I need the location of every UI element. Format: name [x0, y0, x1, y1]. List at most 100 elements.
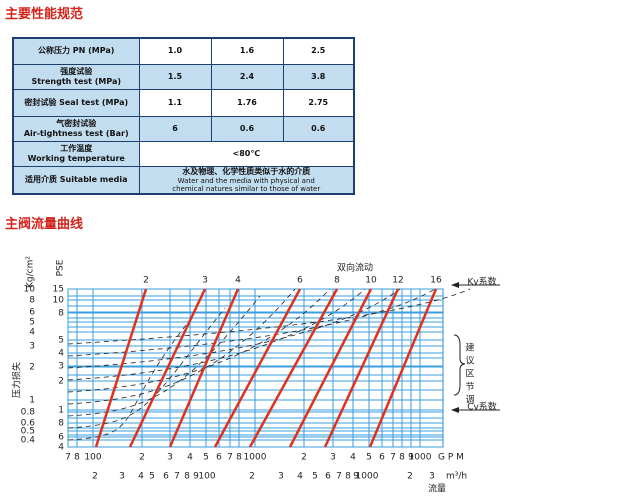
dashed-curve: [67, 307, 226, 429]
m3h-tick-label: 5: [149, 472, 155, 482]
m3h-tick-label: 3: [278, 472, 284, 482]
zone-label: 调: [465, 395, 474, 406]
value-line: Water and the media with physical and: [177, 176, 315, 185]
gpm-tick-label: 7: [227, 453, 233, 463]
m3h-tick-label: 6: [325, 472, 331, 482]
flow-line: [368, 288, 438, 448]
gpm-tick-label: 5: [366, 453, 372, 463]
table-row: 公称压力 PN (MPa) 1.0 1.6 2.5: [12, 37, 355, 65]
label-line: 适用介质 Suitable media: [24, 174, 128, 184]
value-line: 2.5: [311, 46, 326, 56]
gpm-tick-label: 1000: [409, 453, 432, 463]
kg-tick-label: 2: [29, 363, 35, 373]
dashed-curve: [67, 295, 261, 417]
kg-tick-label: 0.6: [21, 419, 36, 429]
m3h-tick-label: 7: [174, 472, 180, 482]
value-cell: 2.4: [210, 63, 284, 90]
gpm-tick-label: 7: [65, 453, 71, 463]
value-line: 0.6: [239, 123, 255, 133]
m3h-tick-label: 6: [163, 472, 169, 482]
kg-tick-label: 6: [29, 308, 35, 318]
cv-label: Cv系数: [467, 401, 497, 413]
kg-tick-label: 0.5: [21, 427, 35, 437]
kv-tick-label: 3: [202, 276, 208, 286]
gpm-tick-label: 8: [399, 453, 405, 463]
label-line: 气密封试验: [56, 118, 97, 128]
pse-tick-label: 1: [58, 406, 64, 416]
value-line: chemical natures similar to those of wat…: [172, 184, 321, 193]
section-title: 主要性能规范: [5, 7, 84, 22]
gpm-tick-label: 8: [74, 453, 80, 463]
m3h-tick-label: 2: [249, 472, 255, 482]
gpm-tick-label: 3: [167, 453, 173, 463]
gpm-tick-label: 7: [390, 453, 396, 463]
value-cell: <80℃: [138, 140, 355, 167]
value-line: 1.1: [167, 97, 183, 107]
gpm-tick-label: 6: [379, 453, 385, 463]
kv-tick-label: 6: [297, 276, 303, 286]
m3h-tick-label: 9: [193, 472, 199, 482]
value-line: <80℃: [232, 148, 261, 158]
value-cell: 2.75: [282, 88, 355, 117]
value-cell: 1.76: [210, 88, 284, 117]
dashed-curve: [67, 288, 436, 357]
zone-label: 节: [465, 382, 474, 393]
value-cell: 0.6: [210, 115, 284, 142]
pse-tick-label: 5: [58, 336, 64, 346]
m3h-unit: m³/h: [446, 472, 467, 482]
brace: [453, 334, 466, 396]
gpm-tick-label: 3: [330, 453, 336, 463]
kg-unit: Kg/cm²: [26, 256, 36, 288]
gpm-unit: G P M: [438, 453, 464, 463]
gpm-tick-label: 5: [203, 453, 209, 463]
m3h-tick-label: 8: [184, 472, 190, 482]
label-line: Working temperature: [27, 153, 125, 163]
y-axis-title: 压力损失: [11, 362, 23, 398]
gpm-tick-label: 100: [84, 453, 101, 463]
dashed-curve: [67, 319, 191, 441]
kg-tick-label: 8: [29, 296, 35, 306]
label-line: 工作温度: [60, 143, 93, 153]
kv-label: Kv系数: [467, 276, 496, 288]
pse-tick-label: 6: [58, 433, 64, 443]
value-cell: 水及物理、化学性质类似于水的介质 Water and the media with…: [138, 165, 355, 194]
kv-tick-label: 16: [430, 276, 442, 286]
pse-tick-label: 15: [53, 285, 64, 295]
flow-line: [288, 288, 373, 448]
kv-tick-label: 2: [143, 276, 149, 286]
label-line: Air-tightness test (Bar): [23, 128, 129, 138]
flow-line: [168, 288, 240, 448]
m3h-tick-label: 3: [119, 472, 125, 482]
row-label: 强度试验 Strength test (MPa): [12, 63, 140, 90]
pse-tick-label: 4: [58, 349, 64, 359]
m3h-tick-label: 7: [336, 472, 342, 482]
m3h-tick-label: 5: [312, 472, 318, 482]
value-line: 2.4: [239, 71, 255, 81]
gpm-tick-label: 4: [187, 453, 193, 463]
value-line: 3.8: [311, 71, 326, 81]
kg-tick-label: 1: [29, 396, 35, 406]
top-title: 双向流动: [337, 262, 373, 274]
pse-unit: PSE: [56, 259, 66, 276]
zone-label: 议: [465, 356, 474, 367]
section-title: 主阀流量曲线: [5, 217, 84, 232]
table-row: 工作温度 Working temperature <80℃: [12, 140, 355, 167]
kg-tick-label: 0.8: [21, 408, 36, 418]
x-axis-title: 流量: [428, 483, 446, 495]
dashed-curve: [67, 288, 366, 381]
flow-line: [94, 288, 148, 448]
pse-tick-label: 8: [58, 309, 64, 319]
value-line: 0.6: [311, 123, 326, 133]
value-cell: 2.5: [282, 37, 355, 65]
m3h-tick-label: 3: [429, 472, 435, 482]
kg-tick-label: 4: [29, 328, 35, 338]
flow-line: [248, 288, 339, 448]
label-line: 密封试验 Seal test (MPa): [24, 97, 129, 107]
kg-tick-label: 0.4: [21, 436, 36, 446]
kg-tick-label: 3: [29, 342, 35, 352]
table-row: 强度试验 Strength test (MPa) 1.5 2.4 3.8: [12, 63, 355, 90]
m3h-tick-label: 100: [198, 472, 215, 482]
label-line: Strength test (MPa): [31, 76, 122, 86]
